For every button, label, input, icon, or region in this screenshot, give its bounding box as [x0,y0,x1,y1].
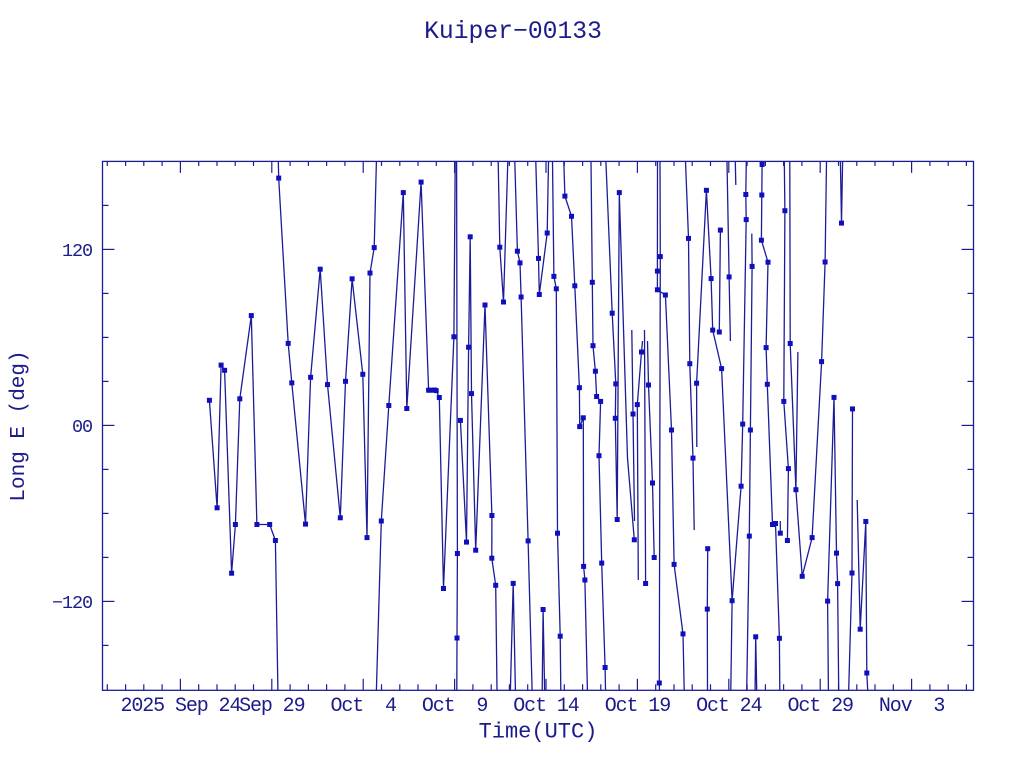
svg-text:Long E (deg): Long E (deg) [8,350,31,501]
svg-text:Oct 24: Oct 24 [696,695,762,718]
svg-text:Oct 29: Oct 29 [787,695,853,718]
svg-text:Kuiper−00133: Kuiper−00133 [424,18,602,46]
svg-text:−120: −120 [52,593,92,614]
svg-text:Oct 19: Oct 19 [605,695,671,718]
svg-text:120: 120 [62,241,92,262]
svg-text:00: 00 [72,417,92,438]
svg-text:Nov 3: Nov 3 [879,695,945,718]
svg-text:Sep 29: Sep 29 [239,695,305,718]
svg-text:Oct 9: Oct 9 [422,695,488,718]
svg-text:2025 Sep 24: 2025 Sep 24 [120,695,240,718]
svg-text:Oct 4: Oct 4 [330,695,396,718]
svg-text:Oct 14: Oct 14 [513,695,579,718]
svg-text:Time(UTC): Time(UTC) [479,720,598,745]
